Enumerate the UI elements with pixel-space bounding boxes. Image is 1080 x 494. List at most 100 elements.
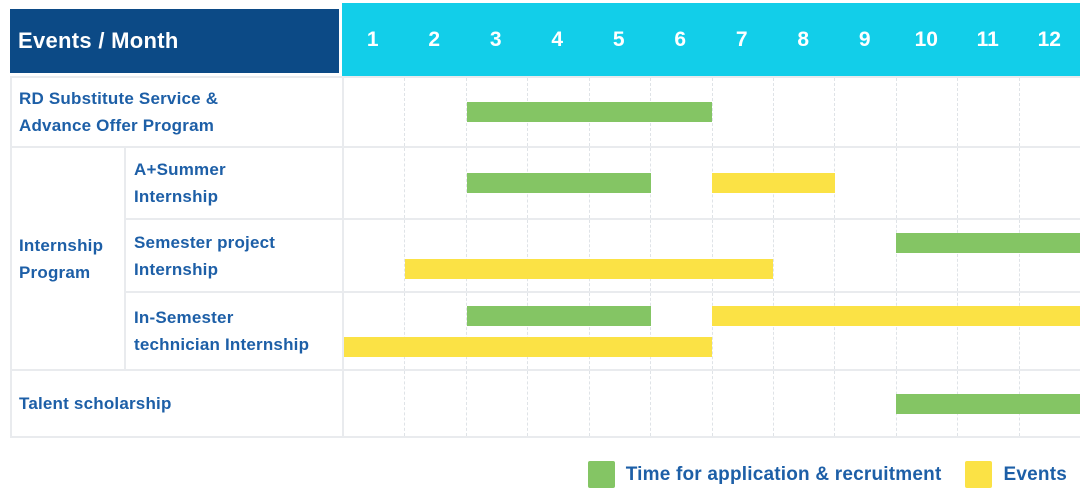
month-column-8	[772, 371, 834, 436]
month-column-12	[1018, 220, 1080, 291]
month-column-4	[527, 293, 588, 369]
month-column-1	[344, 220, 404, 291]
month-column-7	[711, 78, 773, 146]
month-column-2	[404, 371, 465, 436]
month-grid	[342, 371, 1080, 436]
green-bar-months-3-5	[466, 173, 651, 193]
month-column-3	[465, 220, 527, 291]
month-column-2	[404, 293, 465, 369]
group-label-internship-line: Program	[19, 262, 91, 282]
month-column-1	[344, 293, 404, 369]
month-grid	[342, 293, 1080, 369]
month-label-3: 3	[489, 27, 502, 51]
month-column-10	[895, 78, 957, 146]
table-row-semester-project-internship: Semester project Internship	[124, 220, 1080, 293]
month-label-7: 7	[735, 27, 748, 51]
month-column-10	[895, 148, 957, 218]
row-label-semester-project-internship-line: Internship	[134, 259, 219, 279]
month-column-10	[895, 293, 957, 369]
gantt-table-body: RD Substitute Service & Advance Offer Pro…	[10, 76, 1080, 438]
month-column-9	[834, 148, 895, 218]
yellow-bar-months-2-7	[405, 259, 774, 279]
green-bar-months-10-12	[896, 233, 1080, 253]
month-grid	[342, 148, 1080, 218]
month-column-11	[957, 293, 1018, 369]
month-column-3	[465, 78, 527, 146]
month-label-6: 6	[674, 27, 687, 51]
month-column-6	[650, 220, 711, 291]
month-column-11	[957, 78, 1018, 146]
row-label-in-semester-technician-internship: In-Semester technician Internship	[124, 293, 342, 369]
month-column-9	[834, 371, 895, 436]
legend-label-events: Events	[1003, 463, 1067, 485]
month-column-1	[344, 78, 404, 146]
month-column-12	[1018, 78, 1080, 146]
yellow-bar-months-1-6	[344, 337, 712, 357]
header-title-cell: Events / Month	[10, 9, 339, 73]
month-column-10	[895, 220, 957, 291]
table-row-rd-substitute-service: RD Substitute Service & Advance Offer Pro…	[12, 78, 1080, 148]
row-label-semester-project-internship-line: Semester project	[134, 232, 276, 252]
month-column-9	[834, 293, 895, 369]
month-label-10: 10	[914, 27, 938, 51]
row-label-a-plus-summer-internship-line: A+Summer	[134, 160, 226, 179]
month-column-11	[957, 220, 1018, 291]
yellow-legend-swatch	[965, 461, 993, 488]
legend-item-application-recruitment: Time for application & recruitment	[587, 461, 942, 488]
row-label-in-semester-technician-internship-line: In-Semester	[134, 308, 234, 327]
month-column-12	[1018, 293, 1080, 369]
month-column-11	[957, 148, 1018, 218]
legend-label-application-recruitment: Time for application & recruitment	[625, 463, 942, 485]
month-column-6	[650, 148, 711, 218]
month-label-9: 9	[858, 27, 871, 51]
month-label-8: 8	[797, 27, 810, 51]
yellow-bar-months-7-8	[712, 173, 835, 193]
month-column-9	[834, 220, 895, 291]
month-column-3	[465, 148, 527, 218]
month-label-4: 4	[551, 27, 564, 51]
green-bar-months-3-5	[466, 306, 651, 326]
month-column-1	[344, 371, 404, 436]
row-label-in-semester-technician-internship-line: technician Internship	[134, 335, 310, 354]
month-column-7	[711, 371, 773, 436]
month-column-8	[772, 78, 834, 146]
month-label-5: 5	[612, 27, 625, 51]
row-label-a-plus-summer-internship-line: Internship	[134, 187, 219, 206]
month-grid	[342, 220, 1080, 291]
legend: Time for application & recruitment Event…	[587, 460, 1067, 489]
row-label-rd-substitute-service: RD Substitute Service & Advance Offer Pro…	[12, 78, 342, 146]
month-column-9	[834, 78, 895, 146]
green-legend-swatch	[587, 461, 615, 488]
row-label-talent-scholarship-line: Talent scholarship	[19, 394, 172, 413]
month-column-5	[588, 220, 650, 291]
month-column-4	[527, 220, 588, 291]
month-column-2	[404, 148, 465, 218]
green-bar-months-3-6	[466, 102, 712, 122]
month-column-12	[1018, 148, 1080, 218]
month-column-7	[711, 220, 773, 291]
month-column-8	[772, 220, 834, 291]
month-column-3	[465, 293, 527, 369]
month-column-3	[465, 371, 527, 436]
group-rows-internship: A+Summer Internship Semester project Intern…	[124, 148, 1080, 369]
month-label-12: 12	[1037, 27, 1061, 51]
month-label-2: 2	[428, 27, 441, 51]
green-bar-months-10-12	[896, 393, 1080, 414]
row-label-rd-substitute-service-line: Advance Offer Program	[19, 116, 215, 135]
month-column-6	[650, 371, 711, 436]
month-grid	[342, 78, 1080, 146]
table-row-talent-scholarship: Talent scholarship	[12, 371, 1080, 438]
row-label-talent-scholarship: Talent scholarship	[12, 371, 342, 436]
month-header-row: 1 2 3 4 5 6 7 8 9 10 11 12	[342, 3, 1080, 76]
month-column-6	[650, 293, 711, 369]
row-label-semester-project-internship: Semester project Internship	[124, 220, 342, 291]
yellow-bar-months-7-12	[712, 306, 1080, 326]
month-column-7	[711, 293, 773, 369]
group-label-internship-line: Internship	[19, 235, 104, 255]
row-label-rd-substitute-service-line: RD Substitute Service &	[19, 89, 219, 108]
month-column-2	[404, 220, 465, 291]
month-label-1: 1	[366, 27, 379, 51]
table-row-in-semester-technician-internship: In-Semester technician Internship	[124, 293, 1080, 369]
group-block-internship: Internship Program A+Summer Internship Semes…	[12, 148, 1080, 371]
